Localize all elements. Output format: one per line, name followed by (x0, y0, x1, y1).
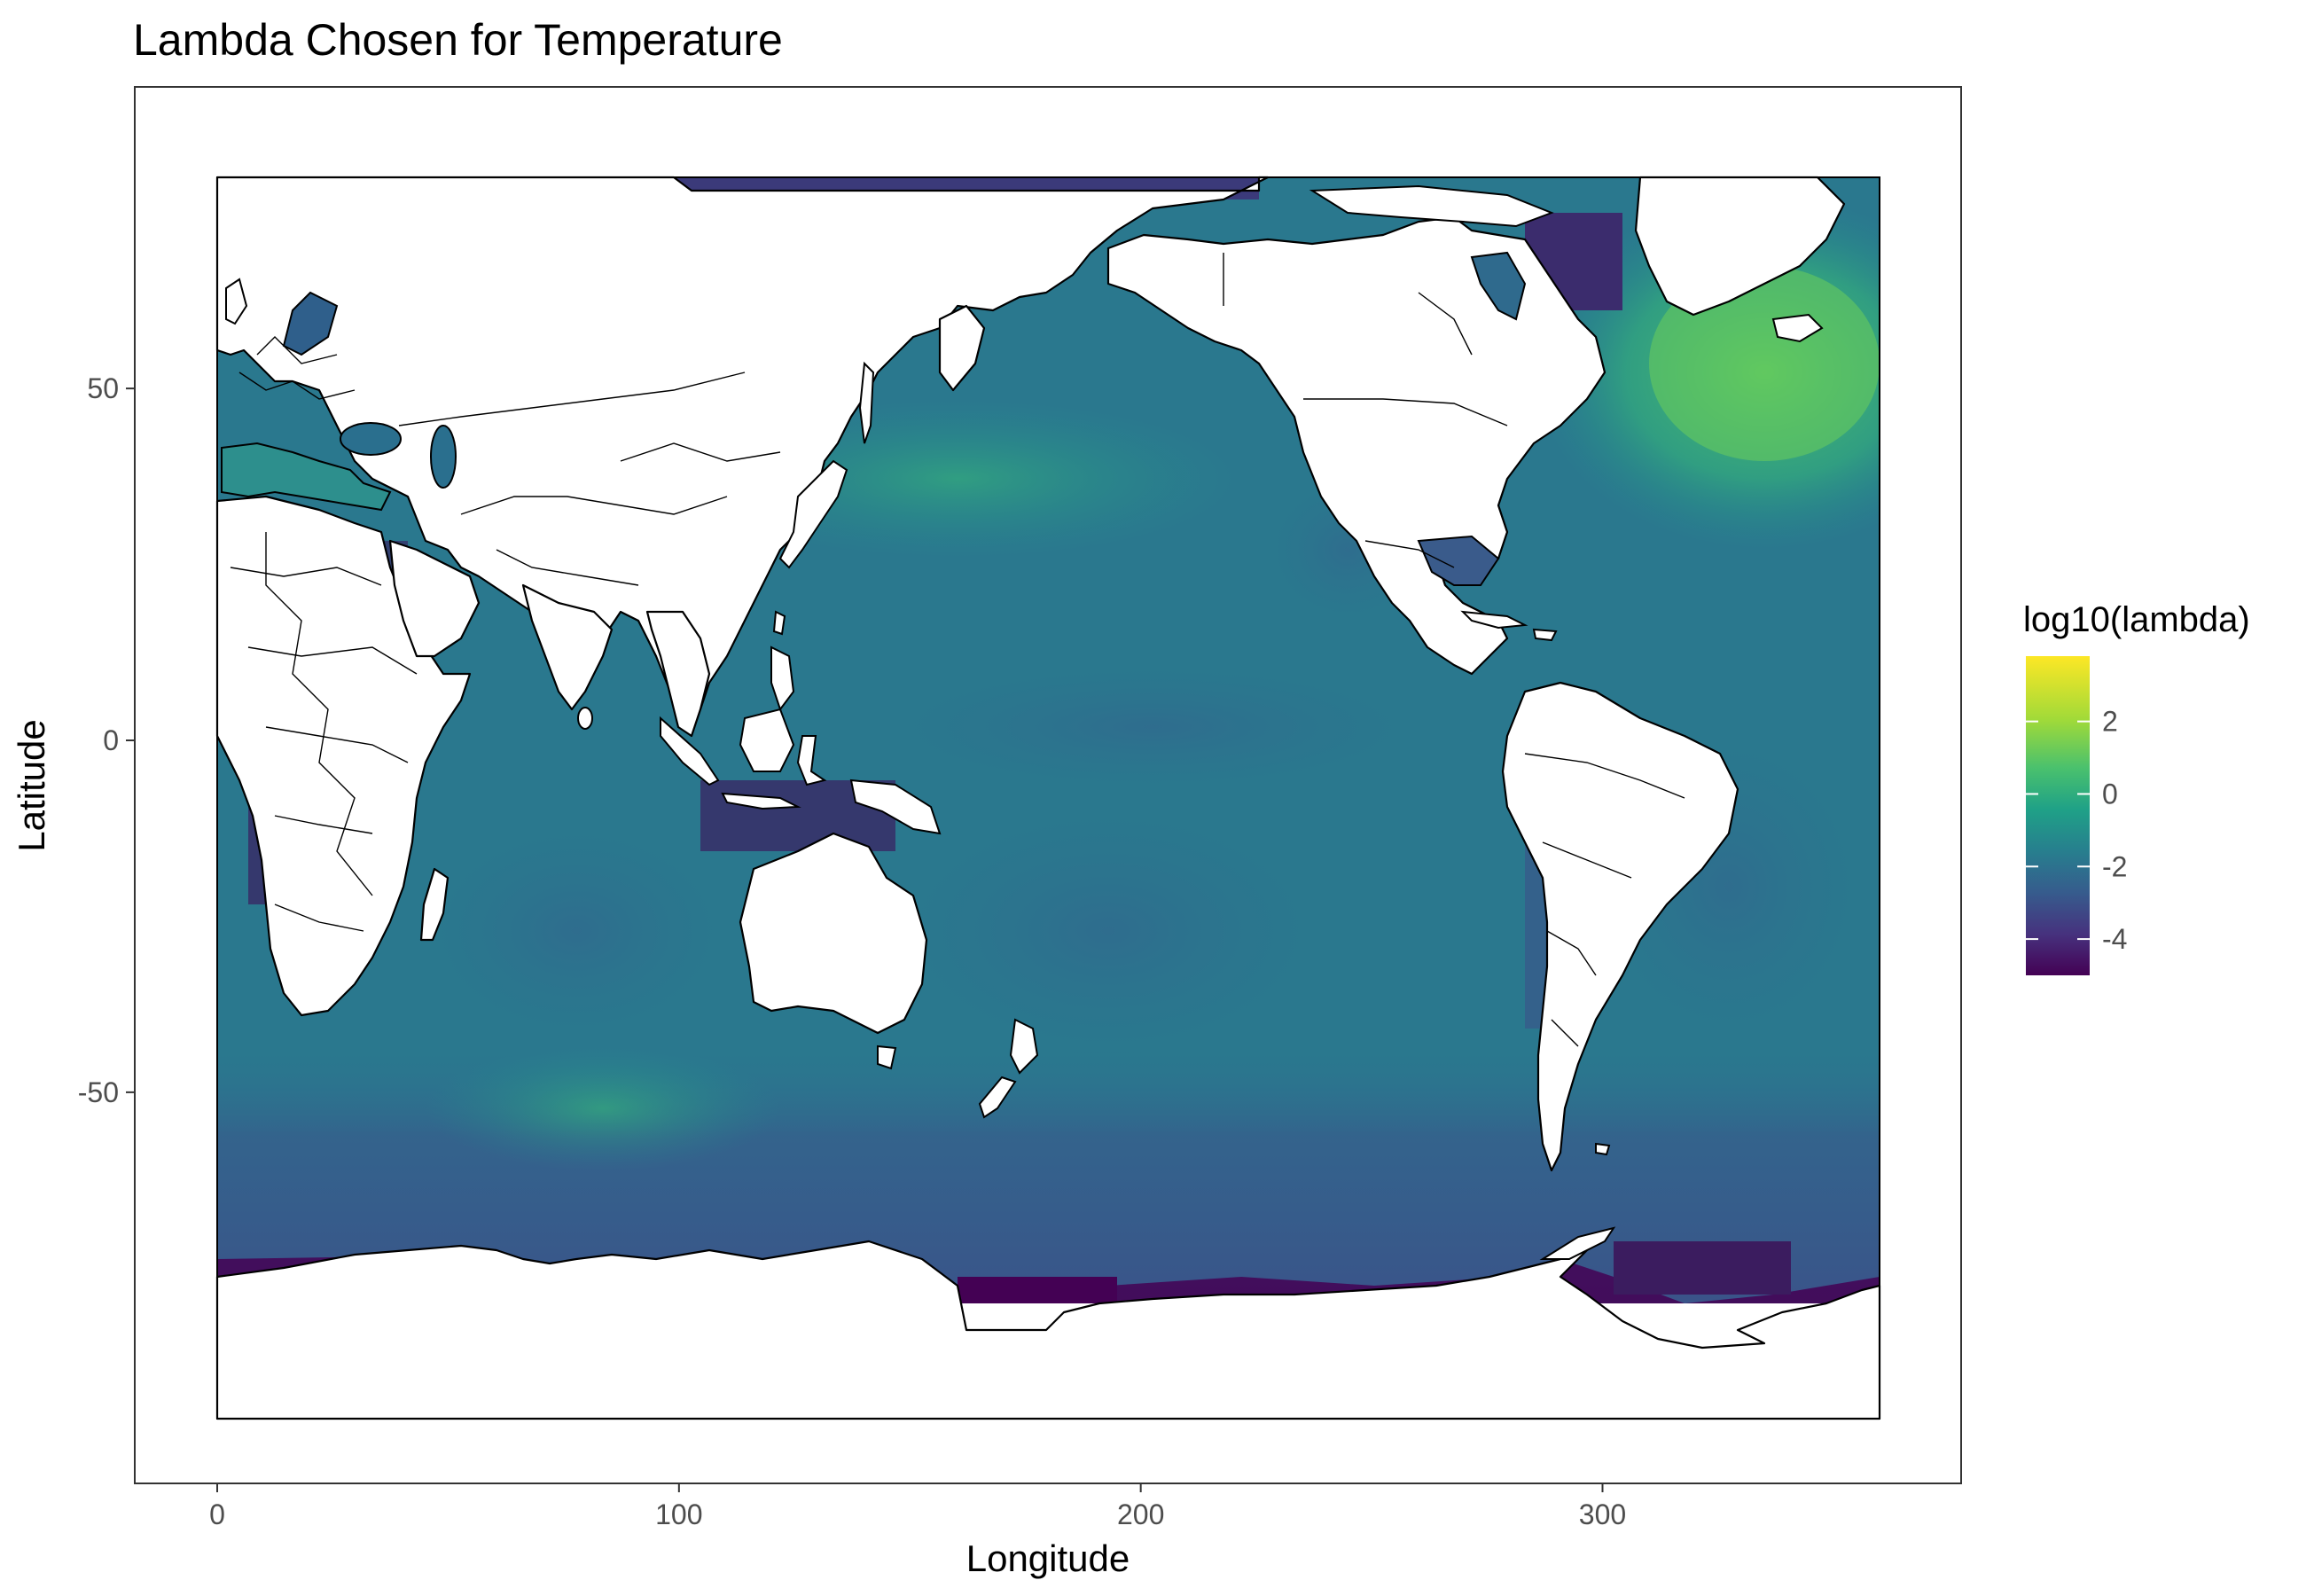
ross-sea-low (958, 1277, 1117, 1303)
hudson-bay (1470, 251, 1527, 321)
hispaniola (1532, 628, 1558, 642)
australia (739, 832, 928, 1035)
madagascar (419, 867, 450, 942)
japan (778, 459, 848, 569)
colorbar-ticks: 2 0 -2 -4 (2026, 706, 2127, 955)
plot-panel (134, 86, 1962, 1484)
x-axis-title: Longitude (966, 1537, 1130, 1579)
colorbar-tick-label: -4 (2102, 923, 2127, 955)
land-masses (215, 176, 1881, 1420)
border-sa-3 (1546, 930, 1597, 976)
x-tick-label: 300 (1579, 1498, 1626, 1530)
colorbar-tick-label: 2 (2102, 706, 2118, 738)
taiwan (772, 610, 786, 636)
map-frame (216, 176, 1880, 1420)
gulf-of-mexico (1417, 535, 1500, 586)
south-america (1501, 681, 1739, 1172)
border-africa-5 (274, 815, 373, 834)
border-na-3 (1364, 540, 1455, 568)
border-africa-3 (247, 646, 418, 675)
border-sa-1 (1524, 753, 1685, 799)
canadian-arctic-islands (1309, 184, 1554, 228)
x-tick-label: 200 (1117, 1498, 1164, 1530)
new-guinea (849, 778, 942, 835)
cuba (1460, 610, 1528, 630)
black-sea (340, 422, 402, 456)
border-na-2 (1303, 398, 1508, 426)
equatorial-pacific-cool (887, 665, 1419, 789)
tasmania (877, 1044, 897, 1070)
border-asia-4 (620, 442, 781, 462)
antarctica (215, 1231, 1881, 1420)
antarctic-peninsula (1539, 1226, 1616, 1260)
legend-title: log10(lambda) (2023, 600, 2250, 639)
chart-title: Lambda Chosen for Temperature (133, 15, 783, 65)
sakhalin (858, 361, 875, 444)
india (521, 583, 614, 711)
legend: log10(lambda) 2 0 -2 -4 (2023, 600, 2250, 975)
arabia (388, 539, 481, 658)
x-tick-label: 0 (209, 1498, 225, 1530)
south-pacific-cool (895, 807, 1321, 1055)
colorbar-tick-label: -2 (2102, 850, 2127, 882)
mediterranean-sea (221, 442, 392, 512)
kamchatka (938, 304, 986, 392)
new-zealand-south (978, 1076, 1017, 1119)
british-isles (225, 278, 248, 325)
y-axis-title: Latitude (11, 719, 52, 851)
border-asia-3 (496, 549, 639, 586)
falklands (1595, 1142, 1611, 1156)
indian-ocean-cool (426, 825, 727, 1037)
x-tick-label: 100 (655, 1498, 702, 1530)
border-sa-2 (1542, 841, 1632, 879)
y-axis: 50 0 -50 (78, 372, 135, 1108)
border-europe-1 (238, 372, 356, 400)
border-asia-1 (398, 372, 746, 426)
colorbar (2026, 656, 2090, 975)
iceland (1771, 313, 1824, 343)
y-tick-label: -50 (78, 1076, 119, 1108)
border-africa-6 (274, 904, 364, 932)
border-na-4 (1418, 292, 1473, 356)
new-zealand-north (1009, 1018, 1039, 1075)
north-atlantic-core (1649, 266, 1880, 461)
java (721, 792, 801, 810)
sumatra (660, 716, 720, 786)
border-africa-4 (265, 726, 409, 763)
y-tick-label: 50 (87, 372, 119, 404)
colorbar-tick-label: 0 (2102, 778, 2118, 810)
greenland (1634, 176, 1846, 317)
philippines (770, 645, 795, 712)
weddell-sea-low (1614, 1241, 1791, 1295)
border-sa-4 (1551, 1019, 1579, 1047)
border-europe-2 (256, 336, 338, 364)
sri-lanka (577, 707, 593, 730)
south-indian-warm (426, 1046, 780, 1170)
y-tick-label: 0 (103, 724, 119, 756)
border-africa-2 (230, 567, 382, 586)
caspian-sea (430, 425, 457, 489)
sulawesi (796, 735, 827, 786)
country-borders (230, 253, 1685, 1047)
indochina (645, 610, 711, 738)
border-asia-2 (460, 496, 728, 515)
border-africa-1 (265, 532, 373, 896)
x-axis: 0 100 200 300 (209, 1483, 1626, 1530)
